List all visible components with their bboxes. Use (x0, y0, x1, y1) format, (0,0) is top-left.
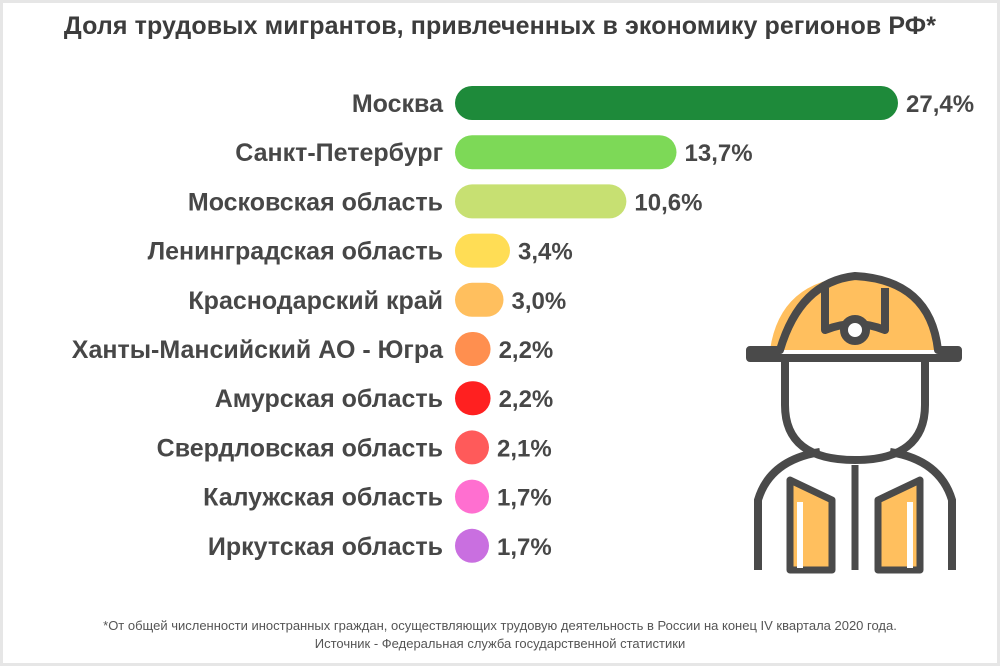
footnote: *От общей численности иностранных гражда… (0, 617, 1000, 653)
bar (455, 86, 898, 120)
category-label: Краснодарский край (188, 287, 443, 315)
value-label: 3,4% (518, 239, 573, 266)
bar (455, 233, 510, 268)
value-label: 10,6% (634, 189, 702, 216)
category-label: Амурская область (215, 385, 443, 413)
category-label: Санкт-Петербург (235, 139, 443, 167)
footnote-note: *От общей численности иностранных гражда… (103, 618, 897, 633)
value-label: 1,7% (497, 485, 552, 512)
value-label: 3,0% (512, 288, 567, 315)
bar (455, 381, 491, 416)
value-label: 2,1% (497, 435, 552, 462)
bar (455, 184, 627, 219)
bar-chart: Москва 27,4% Санкт-Петербург 13,7% Московска… (72, 86, 974, 563)
category-label: Ханты-Мансийский АО - Югра (72, 336, 444, 364)
category-label: Калужская область (203, 484, 443, 512)
value-label: 1,7% (497, 534, 552, 561)
category-label: Иркутская область (208, 533, 443, 561)
bar (455, 282, 504, 317)
chart-title: Доля трудовых мигрантов, привлеченных в … (63, 12, 937, 40)
value-label: 2,2% (499, 337, 554, 364)
category-label: Москва (352, 90, 444, 118)
category-label: Московская область (188, 188, 443, 216)
value-label: 27,4% (906, 91, 974, 118)
value-label: 13,7% (685, 140, 753, 167)
bar (455, 479, 489, 514)
bar (455, 430, 489, 465)
bar (455, 135, 677, 170)
category-label: Ленинградская область (148, 238, 443, 266)
bar (455, 332, 491, 366)
construction-worker-icon (746, 272, 962, 574)
value-label: 2,2% (499, 386, 554, 413)
footnote-source: Источник - Федеральная служба государств… (314, 636, 686, 651)
category-label: Свердловская область (157, 434, 443, 462)
bar (455, 528, 489, 563)
